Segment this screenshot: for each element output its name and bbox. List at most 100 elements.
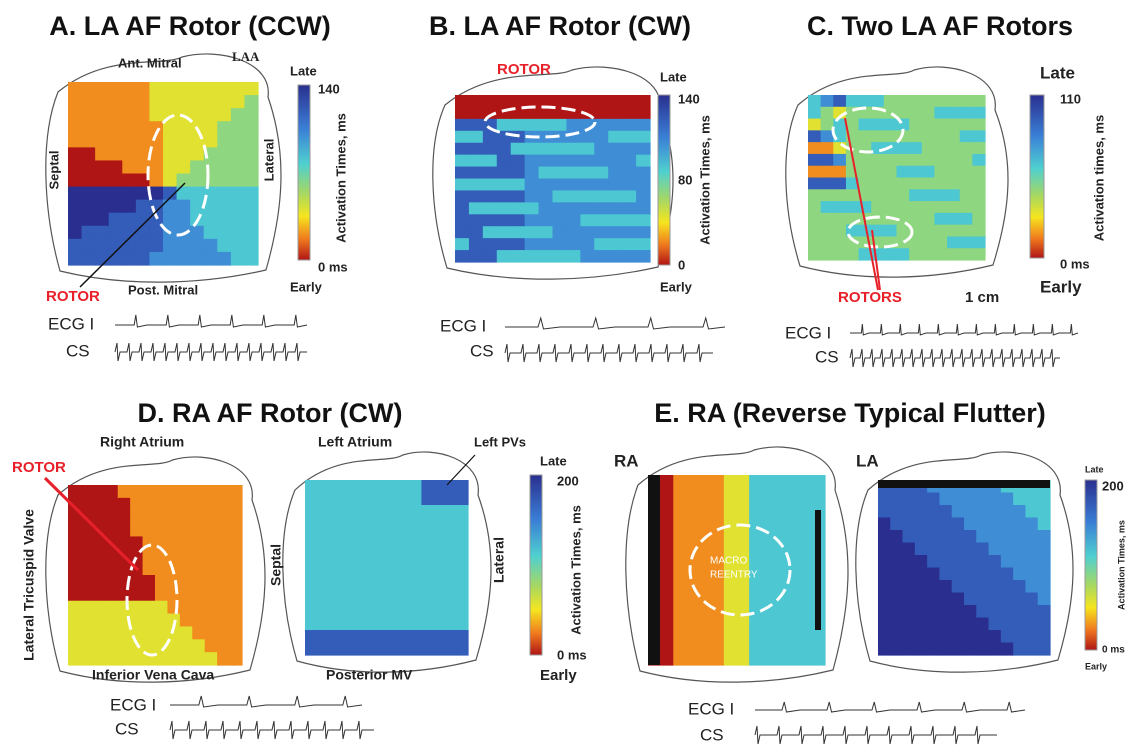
map-cell [914,542,928,556]
map-cell [820,118,834,131]
map-cell [580,166,595,180]
map-cell [176,82,191,96]
map-cell [799,542,813,558]
map-cell [108,134,123,148]
map-cell [305,530,318,544]
map-cell [1025,530,1039,544]
map-cell [229,510,243,525]
map-cell [80,536,94,550]
map-cell [192,523,206,538]
map-cell [883,248,898,261]
map-cell [749,624,763,639]
map-cell [711,583,725,598]
map-cell [482,106,498,120]
map-cell [594,226,609,239]
map-cell [105,600,119,615]
map-cell [229,626,243,640]
map-cell [787,502,801,517]
map-cell [1013,567,1027,581]
map-cell [468,190,484,203]
map-cell [988,567,1002,581]
map-cell [685,475,700,490]
map-cell [673,597,687,612]
map-cell [456,642,469,656]
trace-label: CS [66,341,90,360]
map-cell [749,556,763,571]
reentry-path [846,215,914,249]
map-cell [217,225,232,240]
map-cell [858,248,872,261]
map-cell [909,118,923,131]
map-cell [566,226,581,239]
map-cell [455,166,470,180]
map-cell [328,605,341,619]
maps [45,53,1098,745]
map-cell [163,173,178,188]
map-cell [305,542,318,556]
map-cell [947,224,961,238]
atrium-outline [432,66,674,280]
map-cell [374,642,388,656]
map-cell [217,147,232,162]
map-cell [820,142,834,155]
map-cell [455,118,470,132]
map-cell [305,592,318,606]
map-cell [482,202,498,215]
map-cell [409,542,423,556]
map-cell [142,562,156,576]
map-cell [167,510,181,525]
colorbar [529,474,543,656]
map-cell [230,134,246,148]
colorbar-label: 0 ms [1102,645,1125,656]
map-cell [878,492,891,506]
map-cell [468,154,484,168]
map-cell [468,178,484,192]
map-cell [217,549,231,563]
map-cell [723,637,738,653]
map-cell [80,587,94,602]
map-cell [673,556,687,571]
map-cell [328,555,341,569]
map-cell [339,592,353,606]
map-cell [68,238,83,253]
map-cell [468,238,484,251]
map-cell [363,580,376,594]
map-cell [820,106,834,120]
map-cell [217,562,231,576]
map-cell [566,202,581,215]
map-cell [142,626,156,640]
map-cell [81,95,96,109]
map-cell [580,202,595,215]
map-cell [858,106,872,120]
map-cell [68,147,83,162]
map-cell [305,517,318,531]
colorbar-axis: Activation times, ms [1091,115,1106,241]
map-cell [155,523,169,538]
map-cell [122,82,137,96]
map-cell [105,652,119,666]
map-cell [909,201,923,214]
map-cell [673,542,687,558]
map-cell [660,542,674,558]
map-cell [217,523,231,538]
colorbar-axis: Activation Times, ms [697,115,712,245]
map-cell [711,515,725,530]
map-cell [1025,642,1039,656]
map-cell [155,626,169,640]
map-cell [204,536,218,550]
map-cell [552,118,568,132]
map-cell [878,617,891,631]
map-cell [622,178,637,192]
map-cell [685,610,700,625]
map-cell [538,166,554,180]
map-cell [711,637,725,653]
signal-trace [170,695,363,708]
map-cell [68,82,83,96]
map-cell [149,173,164,188]
map-cell [482,154,498,168]
map-cell [135,134,151,148]
map-cell [80,523,94,538]
map-cell [386,542,399,556]
map-cell [328,530,341,544]
map-cell [883,201,898,214]
